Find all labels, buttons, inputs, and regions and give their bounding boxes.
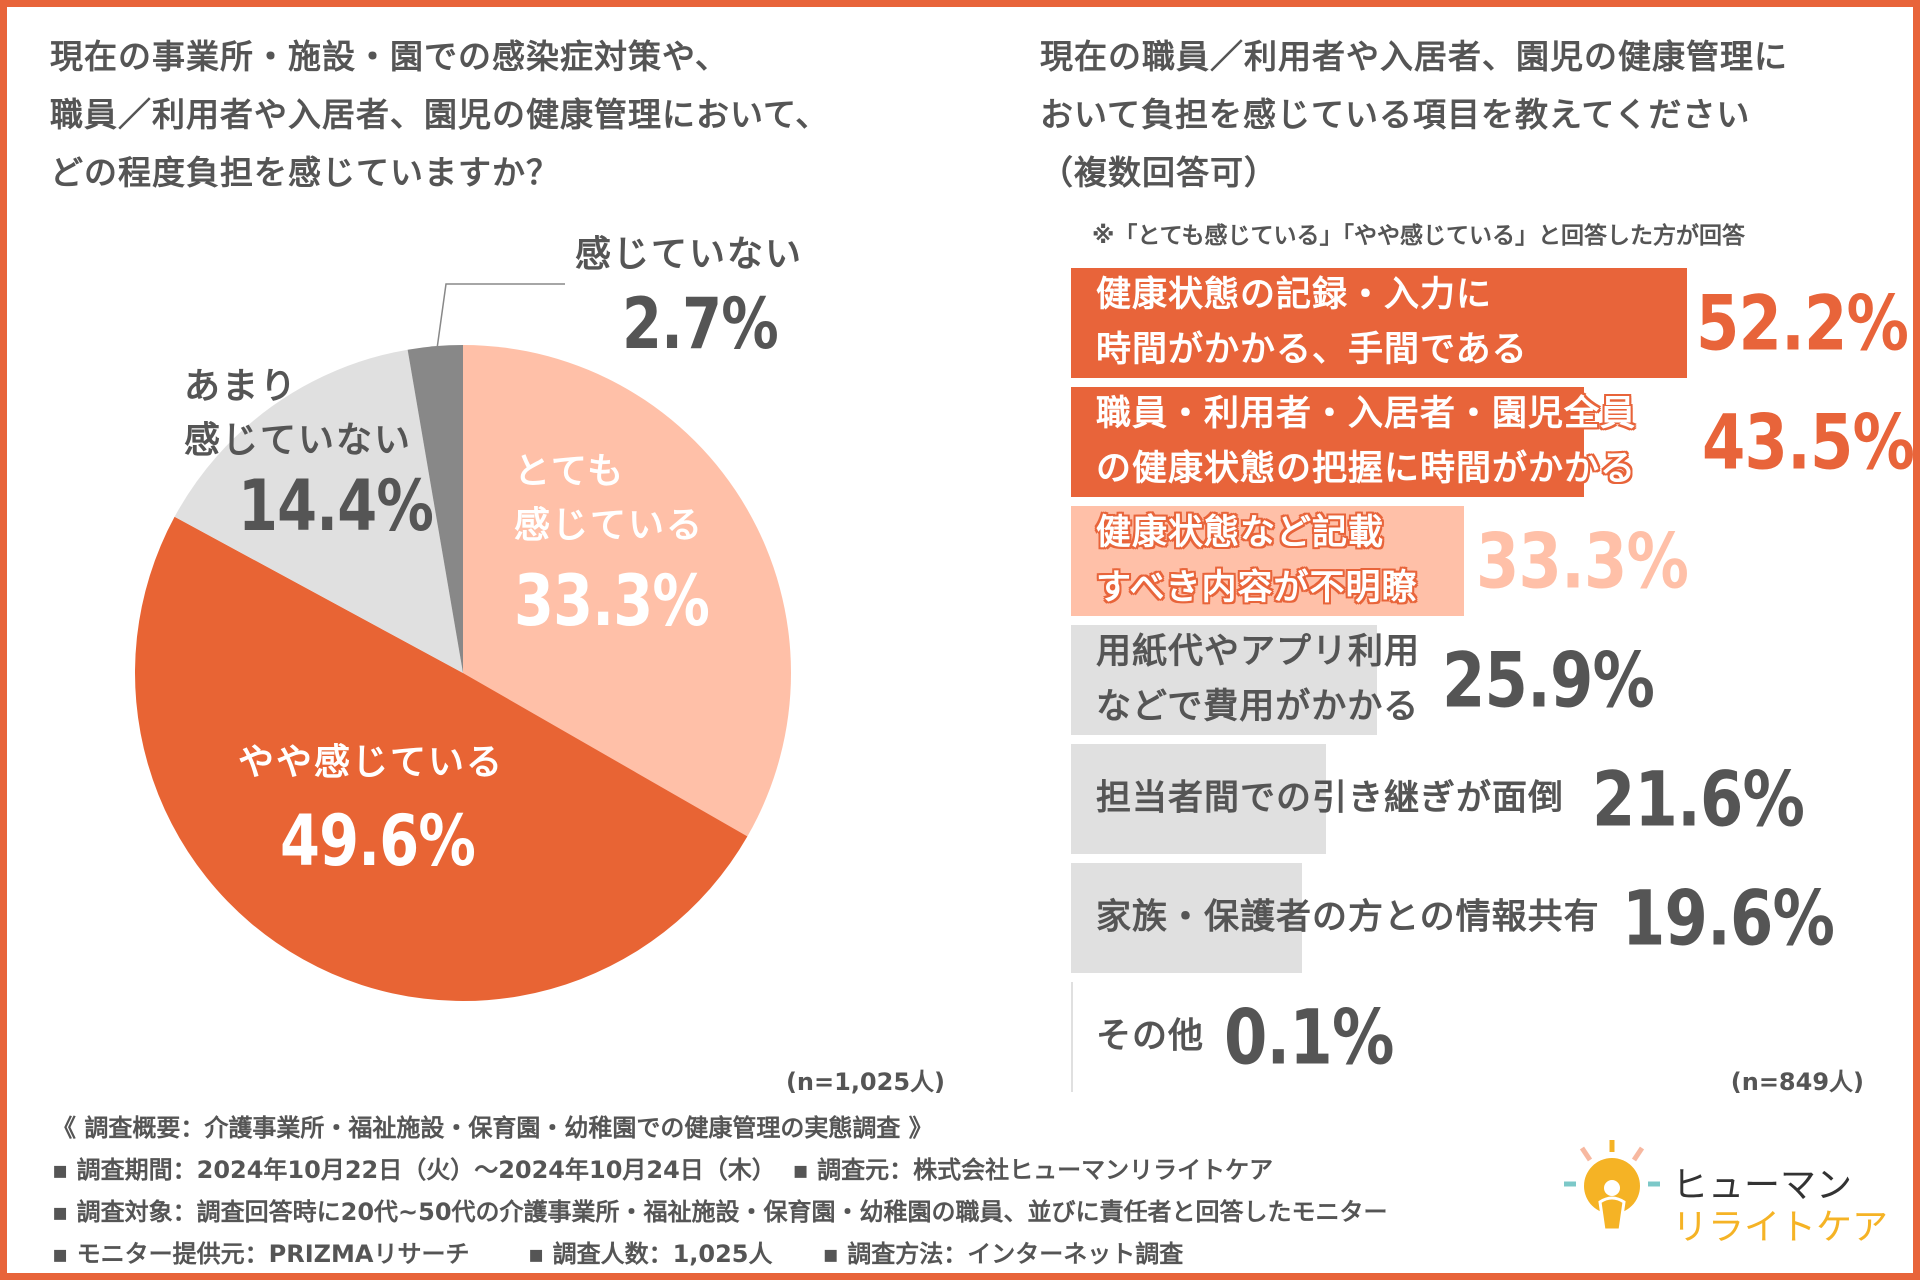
logo-text-top: ヒューマン xyxy=(1672,1165,1853,1206)
bar-label: 職員・利用者・入居者・園児全員 の健康状態の把握に時間がかかる xyxy=(1096,394,1637,489)
bar-label: 家族・保護者の方との情報共有 xyxy=(1096,897,1600,938)
bar-label: 担当者間での引き継ぎが面倒 xyxy=(1096,778,1565,819)
pie-label-not-much: あまり 感じていない xyxy=(184,366,413,461)
pie-value-none: 2.7% xyxy=(622,283,779,365)
survey-target: ▪ 調査対象：調査回答時に20代~50代の介護事業所・福祉施設・保育園・幼稚園の… xyxy=(52,1198,1388,1226)
survey-method: ▪ モニター提供元：PRIZMAリサーチ ▪ 調査人数：1,025人 ▪ 調査方… xyxy=(52,1240,1184,1268)
bar-value: 19.6% xyxy=(1622,873,1835,963)
bar-row: 健康状態の記録・入力に 時間がかかる、手間である 52.2% xyxy=(1071,268,1909,378)
pie-slice-somewhat xyxy=(135,516,748,1001)
sun-person-icon xyxy=(1564,1140,1660,1232)
bar xyxy=(1071,625,1377,735)
pie-chart xyxy=(135,345,791,1001)
logo-text-bottom: リライトケア xyxy=(1672,1207,1889,1248)
bar-value: 33.3% xyxy=(1476,516,1689,606)
pie-slice-none xyxy=(407,345,463,673)
right-sample-size: (n=849人) xyxy=(1730,1068,1864,1096)
leader-line xyxy=(435,283,565,357)
pie-label-none: 感じていない xyxy=(575,234,804,275)
bar xyxy=(1071,744,1326,854)
pie-slice-not-much xyxy=(174,349,463,673)
pie-label-very: とても 感じている xyxy=(514,451,705,546)
bar-label: 健康状態の記録・入力に 時間がかかる、手間である xyxy=(1096,275,1528,370)
bar xyxy=(1071,268,1687,378)
right-chart-title: 現在の職員／利用者や入居者、園児の健康管理に おいて負担を感じている項目を教えて… xyxy=(1040,37,1788,192)
left-sample-size: (n=1,025人) xyxy=(785,1068,945,1096)
pie-label-somewhat: やや感じている xyxy=(238,742,505,783)
bar xyxy=(1071,982,1073,1092)
survey-period: ▪ 調査期間：2024年10月22日（火）～2024年10月24日（木） ▪ 調… xyxy=(52,1156,1274,1184)
bar-value: 0.1% xyxy=(1224,992,1394,1082)
bar-row: その他 0.1% xyxy=(1071,982,1891,1092)
pie-slice-very xyxy=(463,345,791,837)
bar xyxy=(1071,387,1585,497)
left-chart-title: 現在の事業所・施設・園での感染症対策や、 職員／利用者や入居者、園児の健康管理に… xyxy=(50,37,830,192)
bar-label: 用紙代やアプリ利用 などで費用がかかる xyxy=(1096,632,1421,727)
right-chart-note: ※「とても感じている」「やや感じている」と回答した方が回答 xyxy=(1092,223,1746,249)
bar-row: 家族・保護者の方との情報共有 19.6% xyxy=(1071,863,1891,973)
bar-row: 用紙代やアプリ利用 などで費用がかかる 25.9% xyxy=(1071,625,1891,735)
bar-row: 職員・利用者・入居者・園児全員 の健康状態の把握に時間がかかる 43.5% xyxy=(1071,387,1915,497)
pie-value-not-much: 14.4% xyxy=(238,465,434,547)
bar xyxy=(1071,506,1464,616)
survey-summary: 《 調査概要：介護事業所・福祉施設・保育園・幼稚園での健康管理の実態調査 》 xyxy=(52,1114,933,1142)
bar-row: 担当者間での引き継ぎが面倒 21.6% xyxy=(1071,744,1891,854)
bar-value: 25.9% xyxy=(1442,635,1655,725)
bar-value: 21.6% xyxy=(1592,754,1805,844)
pie-value-somewhat: 49.6% xyxy=(280,800,476,882)
bar xyxy=(1071,863,1303,973)
bar-value: 43.5% xyxy=(1702,397,1915,487)
bar-label: 健康状態など記載 すべき内容が不明瞭 xyxy=(1096,513,1418,608)
pie-value-very: 33.3% xyxy=(514,560,710,642)
bar-row: 健康状態など記載 すべき内容が不明瞭 33.3% xyxy=(1071,506,1891,616)
bar-value: 52.2% xyxy=(1696,278,1909,368)
bar-label: その他 xyxy=(1096,1016,1205,1057)
